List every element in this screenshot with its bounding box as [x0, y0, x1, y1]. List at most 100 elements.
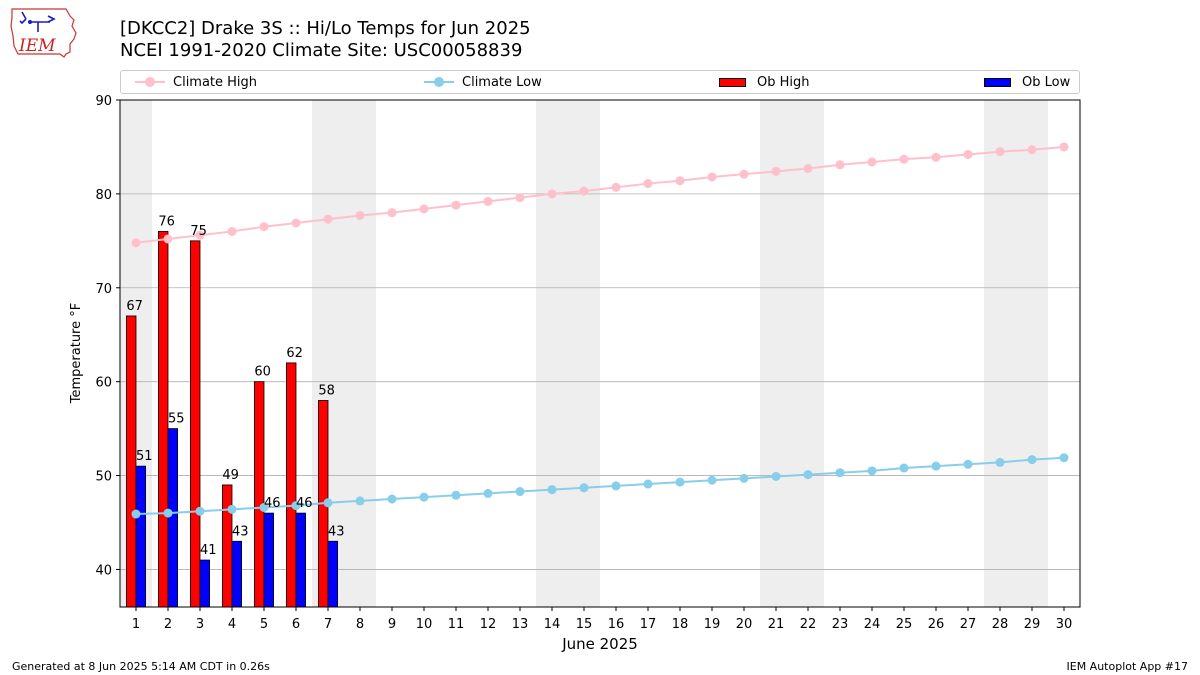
climate-low-point: [227, 504, 237, 514]
climate-high-point: [579, 186, 589, 196]
weekend-band: [792, 100, 824, 607]
weekend-band: [1016, 100, 1048, 607]
climate-high-point: [355, 210, 365, 220]
x-tick-label: 3: [196, 617, 204, 632]
climate-low-point: [995, 457, 1005, 467]
y-axis-label: Temperature °F: [69, 303, 84, 404]
chart-title: [DKCC2] Drake 3S :: Hi/Lo Temps for Jun …: [120, 18, 531, 39]
ob-high-bar: [253, 381, 265, 608]
climate-high-point: [899, 154, 909, 164]
climate-high-point: [771, 166, 781, 176]
climate-high-point: [131, 238, 141, 248]
climate-high-point: [931, 152, 941, 162]
x-tick-label: 28: [992, 617, 1009, 632]
plot-frame: [119, 99, 1081, 608]
legend-item-ob-low: Ob Low: [984, 71, 1070, 93]
data-labels: 67 76 75 49 60 62 58 51 55 41 43 46 46 43: [126, 214, 344, 558]
weekend-band: [568, 100, 600, 607]
legend-label-climate-low: Climate Low: [462, 74, 542, 90]
x-axis-label: June 2025: [561, 635, 638, 653]
climate-high-point: [963, 149, 973, 159]
climate-high-point: [387, 208, 397, 218]
logo-text: IEM: [18, 36, 56, 56]
x-tick-label: 12: [480, 617, 497, 632]
climate-low-point: [1027, 455, 1037, 465]
ob-high-bar: [157, 231, 169, 608]
climate-high-point: [1059, 142, 1069, 152]
climate-low-point: [963, 459, 973, 469]
ob-low-label: 46: [296, 496, 313, 511]
climate-low-point: [515, 487, 525, 497]
climate-high-point: [451, 200, 461, 210]
ob-high-bar: [126, 315, 137, 608]
weekend-band: [984, 100, 1016, 607]
x-tick-label: 29: [1024, 617, 1041, 632]
x-tick-label: 19: [704, 617, 721, 632]
ob-high-bar: [317, 400, 329, 608]
y-tick-label: 70: [95, 282, 112, 297]
climate-low-point: [579, 483, 589, 493]
ob-low-label: 43: [232, 524, 249, 539]
x-tick-label: 23: [832, 617, 849, 632]
x-tick-label: 10: [416, 617, 433, 632]
weekend-bands: [120, 100, 1048, 607]
x-tick-label: 24: [864, 617, 881, 632]
x-tick-label: 22: [800, 617, 817, 632]
legend-item-ob-high: Ob High: [719, 71, 810, 93]
y-tick-label: 40: [95, 563, 112, 578]
y-tick-label: 80: [95, 188, 112, 203]
climate-high-point: [643, 179, 653, 189]
y-tick-label: 60: [95, 376, 112, 391]
ob-low-bar: [295, 512, 307, 608]
x-tick-label: 30: [1056, 617, 1073, 632]
climate-high-point: [483, 196, 493, 206]
climate-high-point: [867, 157, 877, 167]
climate-low-point: [419, 492, 429, 502]
climate-low-point: [451, 490, 461, 500]
x-tick-label: 26: [928, 617, 945, 632]
climate-high-point: [547, 189, 557, 199]
climate-lines: [131, 142, 1069, 519]
climate-high-point: [1027, 145, 1037, 155]
climate-low-point: [899, 463, 909, 473]
x-tick-label: 11: [448, 617, 465, 632]
ob-high-bar: [189, 240, 201, 608]
x-tick-label: 20: [736, 617, 753, 632]
ob-low-bar: [327, 540, 339, 608]
ob-low-label: 46: [264, 496, 281, 511]
ob-high-label: 75: [190, 224, 207, 239]
climate-high-point: [291, 218, 301, 228]
x-tick-label: 13: [512, 617, 529, 632]
climate-low-point: [803, 470, 813, 480]
x-tick-label: 25: [896, 617, 913, 632]
iowa-outline: [10, 8, 77, 58]
climate-low-point: [835, 468, 845, 478]
ob-high-label: 58: [318, 383, 335, 398]
legend-label-climate-high: Climate High: [173, 74, 258, 90]
climate-low-point: [387, 494, 397, 504]
x-tick-label: 16: [608, 617, 625, 632]
legend-label-ob-low: Ob Low: [1022, 74, 1071, 90]
weather-vane-icon: [19, 11, 56, 32]
x-tick-label: 4: [228, 617, 236, 632]
climate-low-line-icon: [424, 77, 454, 87]
climate-low-point: [867, 466, 877, 476]
climate-low-point: [547, 485, 557, 495]
climate-low-point: [771, 471, 781, 481]
ob-high-label: 76: [158, 214, 175, 229]
x-tick-label: 9: [388, 617, 396, 632]
app-credit: IEM Autoplot App #17: [1066, 660, 1189, 673]
x-tick-label: 18: [672, 617, 689, 632]
ob-high-bar: [285, 362, 297, 608]
iem-logo: IEM: [10, 8, 77, 58]
climate-high-point: [803, 164, 813, 174]
ob-low-label: 43: [328, 524, 345, 539]
climate-low-point: [611, 481, 621, 491]
climate-low-point: [707, 475, 717, 485]
weekend-band: [312, 100, 344, 607]
climate-low-point: [163, 508, 173, 518]
ob-high-swatch-icon: [719, 77, 746, 87]
legend: Climate High Climate Low Ob High Ob Low: [120, 70, 1080, 94]
